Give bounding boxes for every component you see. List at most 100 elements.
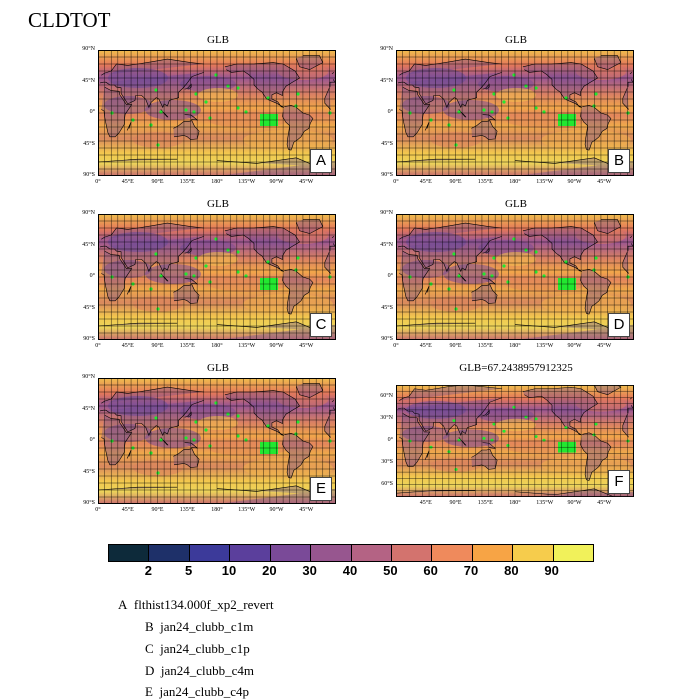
station-marker (236, 414, 240, 418)
station-marker (492, 422, 496, 426)
colorbar-swatch (391, 545, 433, 561)
lon-tick-label: 90°E (151, 179, 164, 185)
lon-tick-label: 135°W (238, 343, 256, 349)
cloud-field-patch (133, 132, 183, 148)
lon-tick-label: 45°W (597, 179, 612, 185)
lon-tick-label: 180° (509, 343, 521, 349)
station-marker (524, 84, 528, 88)
colorbar-swatch (149, 545, 190, 561)
station-marker (512, 73, 516, 77)
cloud-map-svg (396, 214, 634, 340)
cloud-map-svg (396, 385, 634, 497)
panel-letter-d: D (608, 313, 630, 337)
coastline (424, 450, 430, 460)
cloud-map-svg (98, 50, 336, 176)
colorbar-swatch (189, 545, 231, 561)
cloud-field-patch (133, 296, 183, 312)
cloud-field-patch (243, 294, 333, 314)
station-marker (208, 444, 212, 448)
cloud-field-patch (198, 252, 238, 266)
lon-tick-label: 135°E (477, 179, 493, 185)
cloud-field-patch (478, 76, 534, 92)
map-frame (396, 50, 634, 176)
map-frame (98, 50, 336, 176)
station-marker (542, 438, 546, 442)
coastline (173, 448, 200, 468)
cloud-field-patch (496, 88, 536, 102)
lon-tick-label: 90°E (151, 343, 164, 349)
lon-tick-label: 90°W (567, 179, 582, 185)
station-marker (534, 270, 538, 274)
station-marker (492, 256, 496, 260)
colorbar-swatch (230, 545, 271, 561)
map-a (98, 50, 336, 176)
lon-tick-label: 90°E (151, 507, 164, 513)
cloud-field-patch (402, 260, 450, 278)
lat-tick-label: 90°S (83, 172, 95, 178)
cloud-field-patch (145, 264, 201, 284)
station-marker (194, 256, 198, 260)
colorbar-level-label: 5 (185, 563, 193, 578)
legend-item: C jan24_clubb_c1p (145, 641, 250, 657)
station-marker (452, 419, 456, 422)
lon-tick-label: 135°W (536, 500, 554, 506)
lon-tick-label: 45°E (419, 500, 432, 506)
colorbar-swatch (109, 545, 150, 561)
station-marker (490, 438, 494, 442)
station-marker (204, 264, 208, 268)
colorbar-level-label: 60 (423, 563, 438, 578)
lon-tick-label: 135°E (477, 500, 493, 506)
station-marker (594, 422, 598, 426)
station-marker (266, 260, 270, 264)
lon-tick-label: 90°E (449, 500, 462, 506)
station-marker (154, 88, 158, 92)
cloud-field-patch (145, 428, 201, 448)
coastline (184, 83, 192, 90)
panel-title-c: GLB (207, 198, 229, 210)
map-b (396, 50, 634, 176)
station-marker (226, 84, 230, 88)
lon-tick-label: 45°W (299, 179, 314, 185)
cloud-field-patch (133, 460, 183, 476)
cloud-field-patch (496, 418, 536, 432)
station-marker (482, 436, 486, 440)
lon-tick-label: 90°W (567, 500, 582, 506)
colorbar-level-label: 2 (144, 563, 152, 578)
lat-tick-label: 45°N (82, 77, 95, 84)
coastline (184, 411, 192, 418)
coastline (471, 284, 498, 304)
panel-letter-e: E (310, 477, 332, 501)
lat-tick-label: 0° (387, 109, 393, 115)
station-marker (492, 92, 496, 96)
lon-tick-label: 45°W (597, 343, 612, 349)
panel-title-b: GLB (505, 34, 527, 46)
cloud-field-patch (443, 264, 499, 284)
station-marker (194, 92, 198, 96)
cloud-field-patch (198, 416, 238, 430)
lon-tick-label: 0° (95, 179, 101, 185)
cloud-field-patch (443, 100, 499, 120)
colorbar (108, 544, 594, 562)
lat-tick-label: 0° (387, 437, 393, 443)
lon-tick-label: 135°E (179, 507, 195, 513)
station-marker (236, 86, 240, 90)
lat-tick-label: 45°S (83, 468, 95, 475)
lon-tick-label: 135°E (179, 343, 195, 349)
cloud-field-patch (541, 294, 631, 314)
legend-item: E jan24_clubb_c4p (145, 684, 249, 700)
map-frame (396, 214, 634, 340)
cloud-field-patch (402, 425, 450, 442)
station-marker (296, 256, 300, 260)
station-marker (244, 274, 248, 278)
coastline (99, 222, 336, 273)
station-marker (159, 438, 163, 442)
coastline (471, 448, 498, 470)
lon-tick-label: 45°E (121, 179, 134, 185)
station-marker (524, 415, 528, 419)
lat-tick-label: 90°N (380, 46, 393, 52)
station-marker (192, 438, 196, 442)
map-frame (98, 378, 336, 504)
lon-tick-label: 135°W (238, 507, 256, 513)
lat-tick-label: 30°S (381, 459, 393, 465)
lon-tick-label: 135°W (238, 179, 256, 185)
